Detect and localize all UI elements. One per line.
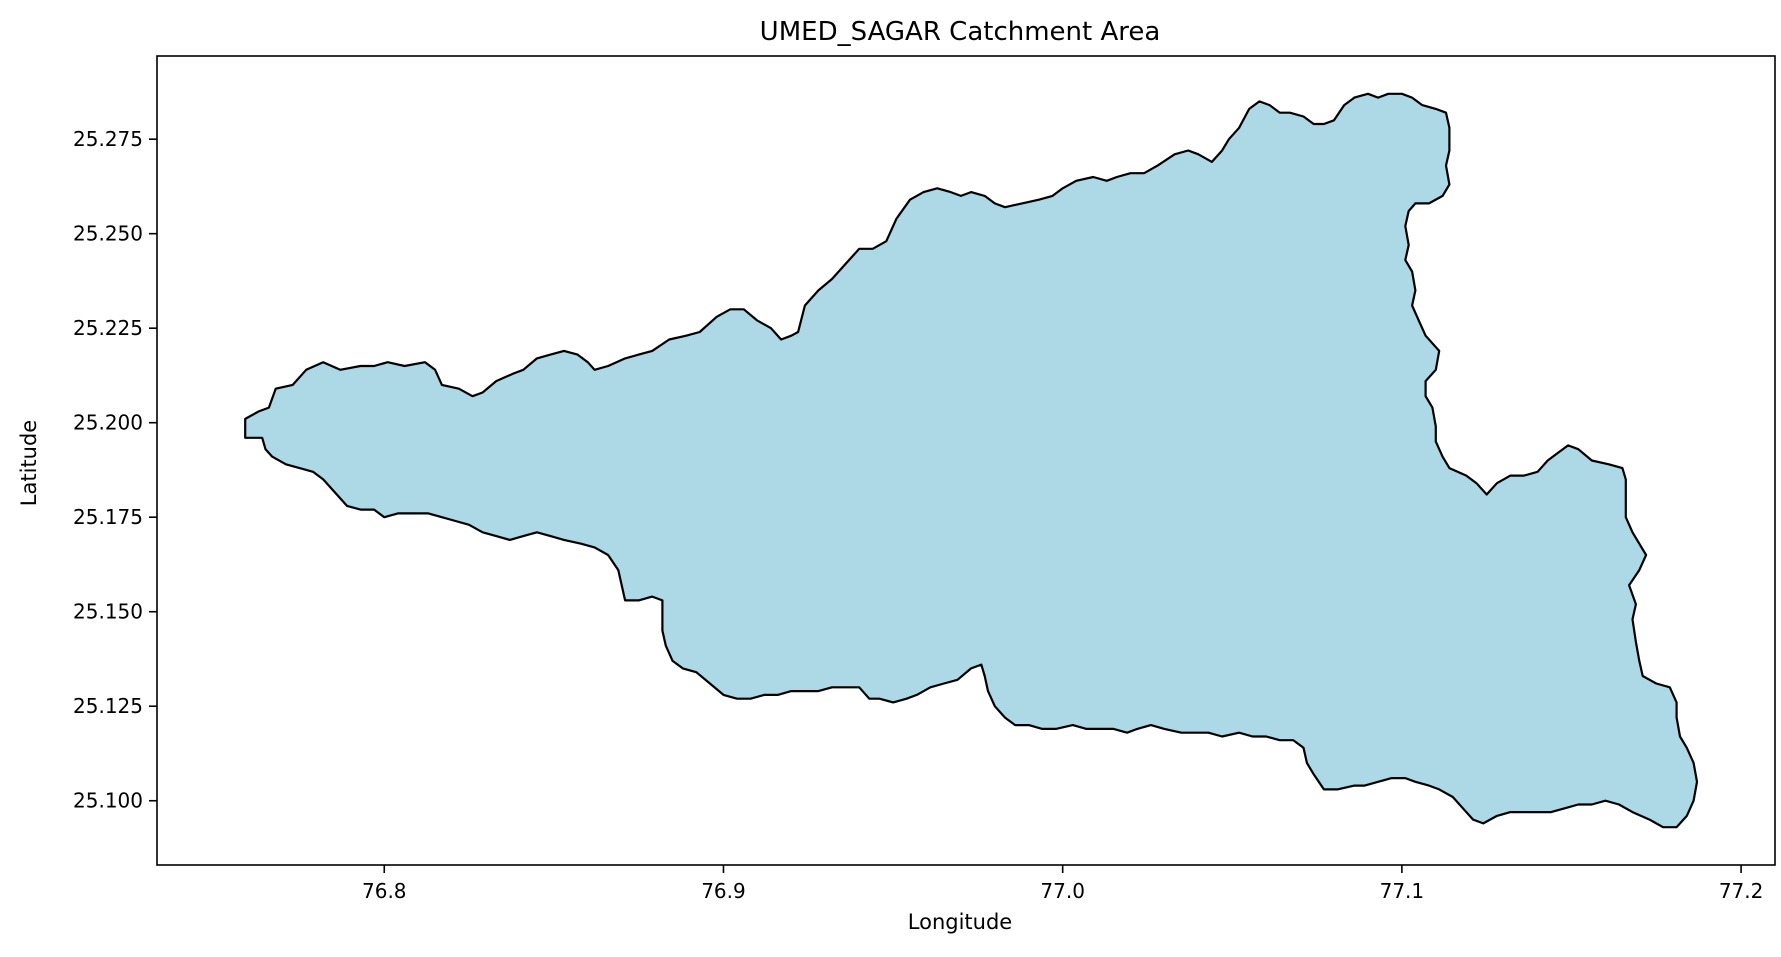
axes-frame	[156, 55, 1776, 866]
x-axis-ticks: 76.8 76.9 77.0 77.1 77.2	[362, 865, 1763, 903]
x-tick-label: 77.0	[1040, 879, 1085, 903]
x-tick-label: 77.1	[1380, 879, 1425, 903]
catchment-area-polygon	[244, 92, 1699, 829]
x-tick-label: 76.8	[362, 879, 407, 903]
x-tick-label: 77.2	[1719, 879, 1764, 903]
y-tick-label: 25.125	[73, 694, 143, 718]
y-axis-label: Latitude	[17, 420, 41, 506]
chart-title: UMED_SAGAR Catchment Area	[760, 17, 1161, 47]
plot-area	[156, 55, 1776, 866]
y-tick-label: 25.275	[73, 127, 143, 151]
y-tick-label: 25.225	[73, 316, 143, 340]
y-tick-label: 25.100	[73, 789, 143, 813]
y-tick-label: 25.175	[73, 505, 143, 529]
y-tick-label: 25.200	[73, 411, 143, 435]
x-tick-label: 76.9	[701, 879, 746, 903]
x-axis-label: Longitude	[908, 910, 1012, 934]
y-axis-ticks: 25.100 25.125 25.150 25.175 25.200 25.225 25.2…	[73, 127, 157, 813]
y-tick-label: 25.150	[73, 600, 143, 624]
y-tick-label: 25.250	[73, 222, 143, 246]
